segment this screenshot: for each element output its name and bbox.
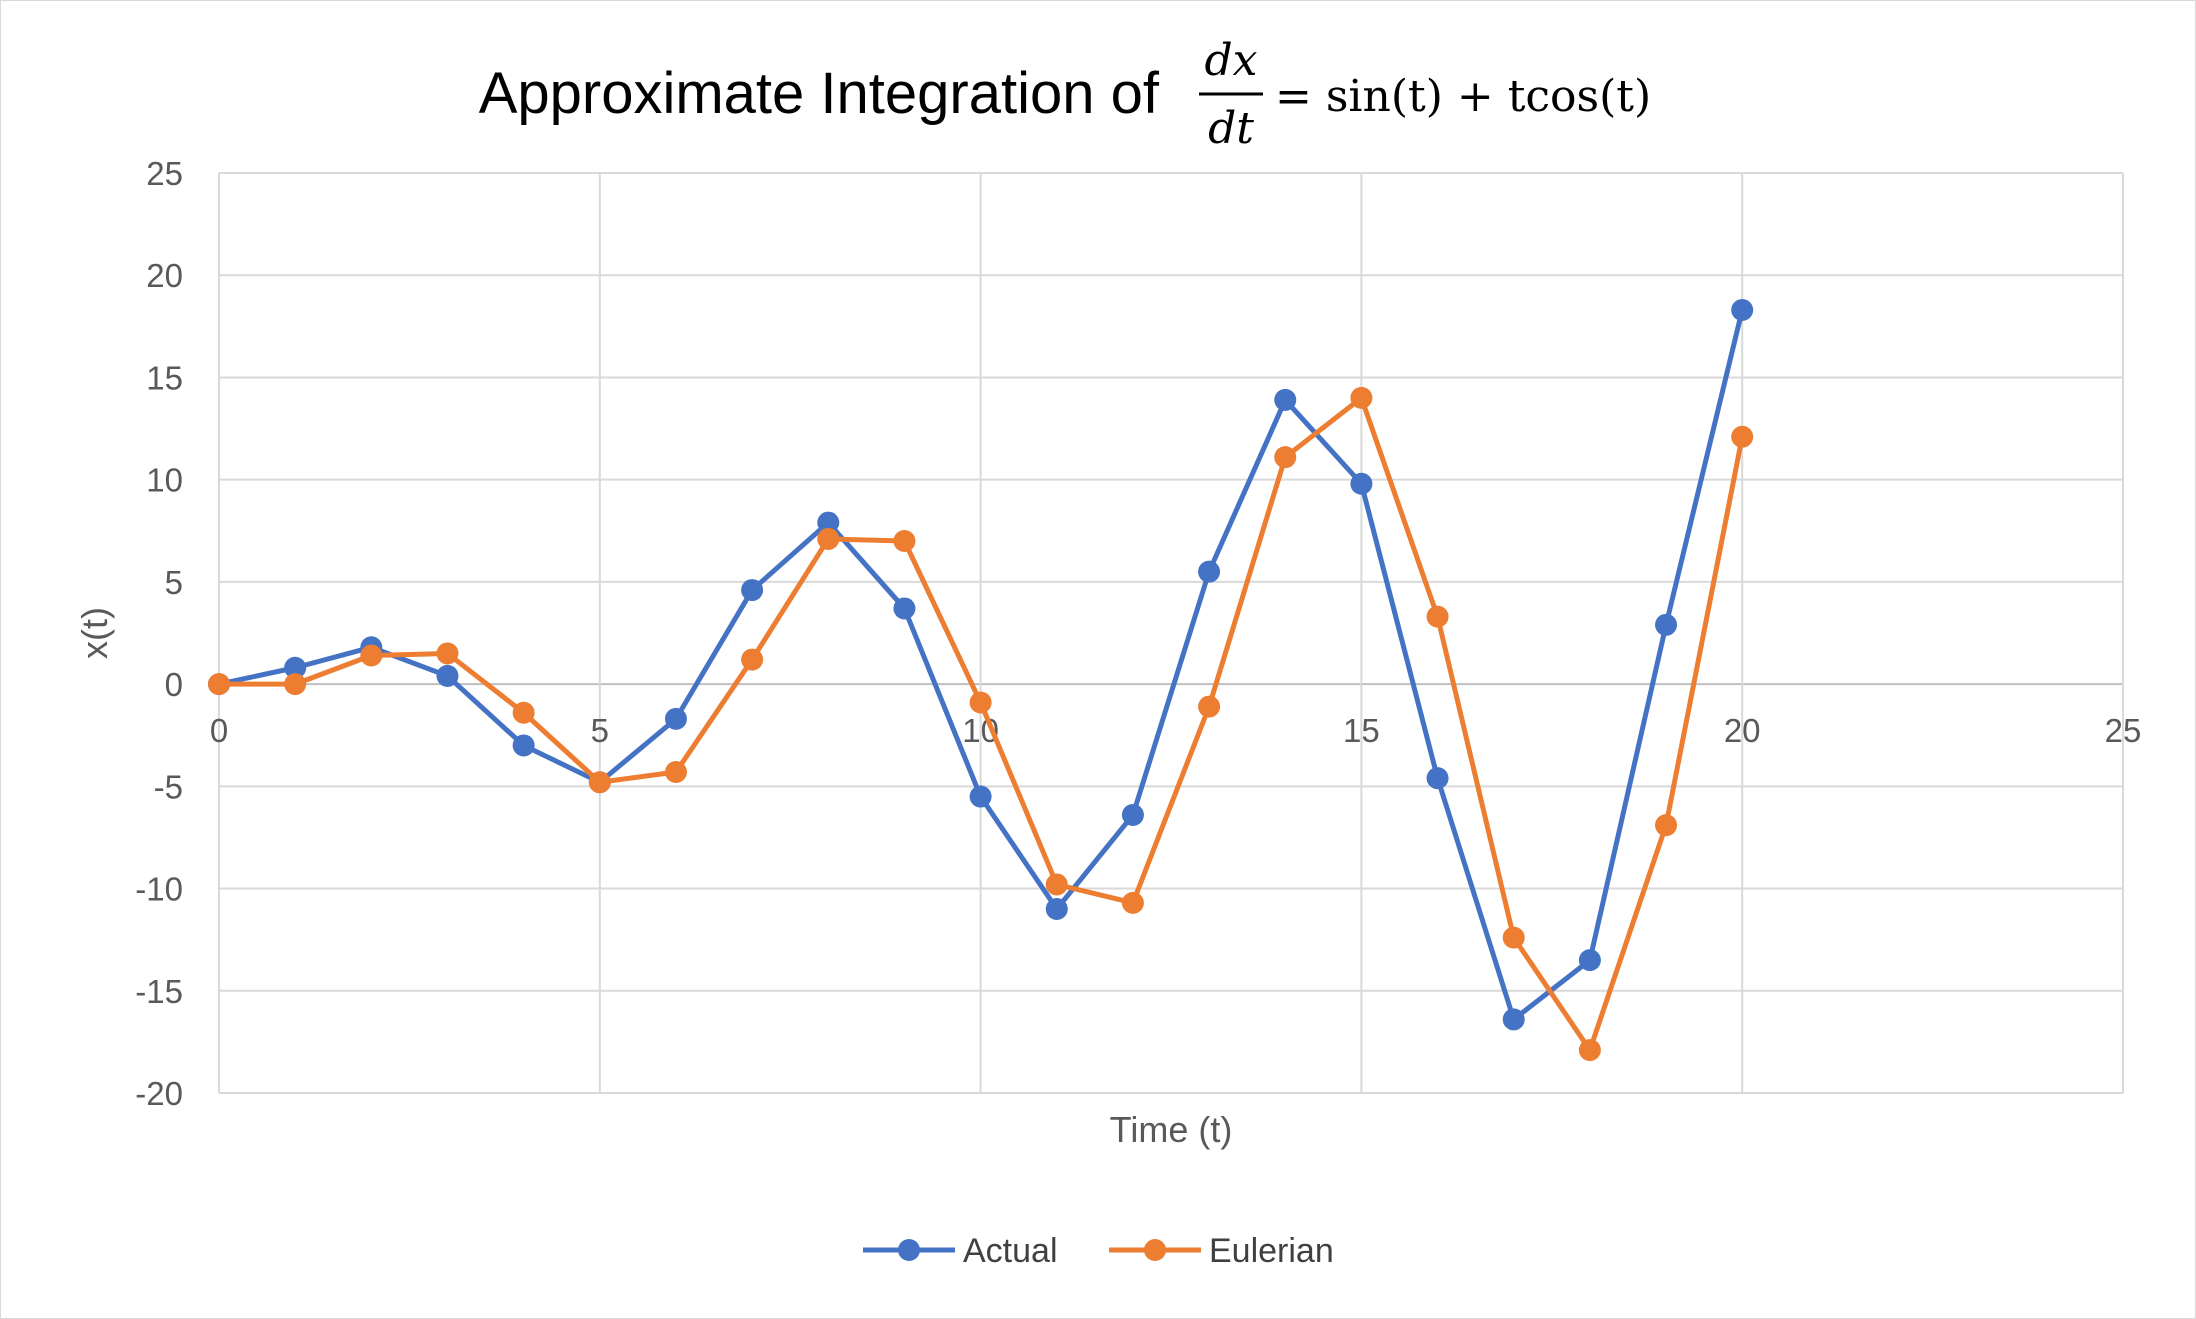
data-point — [1350, 472, 1373, 495]
data-point — [1731, 298, 1754, 321]
y-tick-label: 0 — [165, 666, 183, 703]
data-point — [1121, 803, 1144, 826]
legend: Actual Eulerian — [863, 1232, 1334, 1270]
y-axis-label: x(t) — [74, 607, 115, 659]
data-point — [1198, 695, 1221, 718]
series-eulerian — [208, 386, 1754, 1062]
data-point — [1426, 767, 1449, 790]
data-point — [893, 530, 916, 552]
chart-title: Approximate Integration of dx dt = sin(t… — [479, 35, 1651, 154]
y-tick-label: -10 — [135, 871, 183, 908]
data-point — [436, 642, 459, 665]
data-point — [208, 673, 230, 696]
series-layer — [208, 298, 1754, 1062]
data-point — [588, 771, 611, 794]
y-tick-label: -15 — [135, 973, 183, 1010]
legend-swatch-marker — [898, 1239, 920, 1261]
data-point — [664, 761, 687, 784]
data-point — [436, 664, 459, 687]
data-point — [817, 511, 840, 534]
y-tick-label: 10 — [146, 462, 183, 499]
data-point — [741, 648, 764, 671]
data-point — [1502, 926, 1525, 949]
x-tick-label: 0 — [210, 712, 228, 749]
data-point — [1731, 425, 1754, 448]
data-point — [1350, 386, 1373, 409]
data-point — [969, 785, 992, 808]
y-tick-label: -20 — [135, 1075, 183, 1112]
data-point — [1274, 446, 1297, 469]
data-point — [1655, 613, 1678, 636]
y-tick-label: 20 — [146, 257, 183, 294]
y-tick-label: 15 — [146, 359, 183, 396]
legend-item-actual: Actual — [863, 1232, 1058, 1270]
data-point — [1121, 891, 1144, 914]
data-point — [1198, 560, 1221, 583]
y-tick-label: 25 — [146, 155, 183, 192]
x-tick-label: 15 — [1343, 712, 1380, 749]
data-point — [512, 701, 535, 724]
legend-item-eulerian: Eulerian — [1109, 1232, 1334, 1270]
x-tick-label: 25 — [2105, 712, 2142, 749]
data-point — [664, 707, 687, 730]
data-point — [969, 691, 992, 714]
data-point — [1045, 898, 1068, 920]
y-tick-label: 5 — [165, 564, 183, 601]
gridlines — [218, 172, 2124, 1094]
x-tick-label: 20 — [1724, 712, 1761, 749]
title-equation-rhs: = sin(t) + tcos(t) — [1275, 71, 1651, 122]
data-point — [1426, 605, 1449, 628]
data-point — [1502, 1008, 1525, 1031]
legend-swatch-marker — [1144, 1239, 1166, 1261]
data-point — [360, 644, 383, 667]
data-point — [1578, 949, 1601, 972]
data-point — [893, 597, 916, 620]
y-tick-label: -5 — [154, 768, 183, 805]
x-tick-label: 5 — [591, 712, 609, 749]
title-fraction-numerator: dx — [1205, 35, 1258, 86]
x-axis-label: Time (t) — [1110, 1109, 1233, 1150]
data-point — [284, 656, 307, 679]
data-point — [512, 734, 535, 757]
data-point — [284, 673, 307, 696]
title-fraction-denominator: dt — [1208, 103, 1254, 154]
data-point — [1045, 873, 1068, 896]
chart-title-text: Approximate Integration of — [479, 61, 1160, 126]
data-point — [1655, 814, 1678, 837]
legend-label: Actual — [963, 1232, 1058, 1270]
data-point — [741, 579, 764, 602]
legend-label: Eulerian — [1209, 1232, 1334, 1270]
data-point — [817, 527, 840, 550]
data-point — [1578, 1039, 1601, 1062]
data-point — [1274, 388, 1297, 411]
